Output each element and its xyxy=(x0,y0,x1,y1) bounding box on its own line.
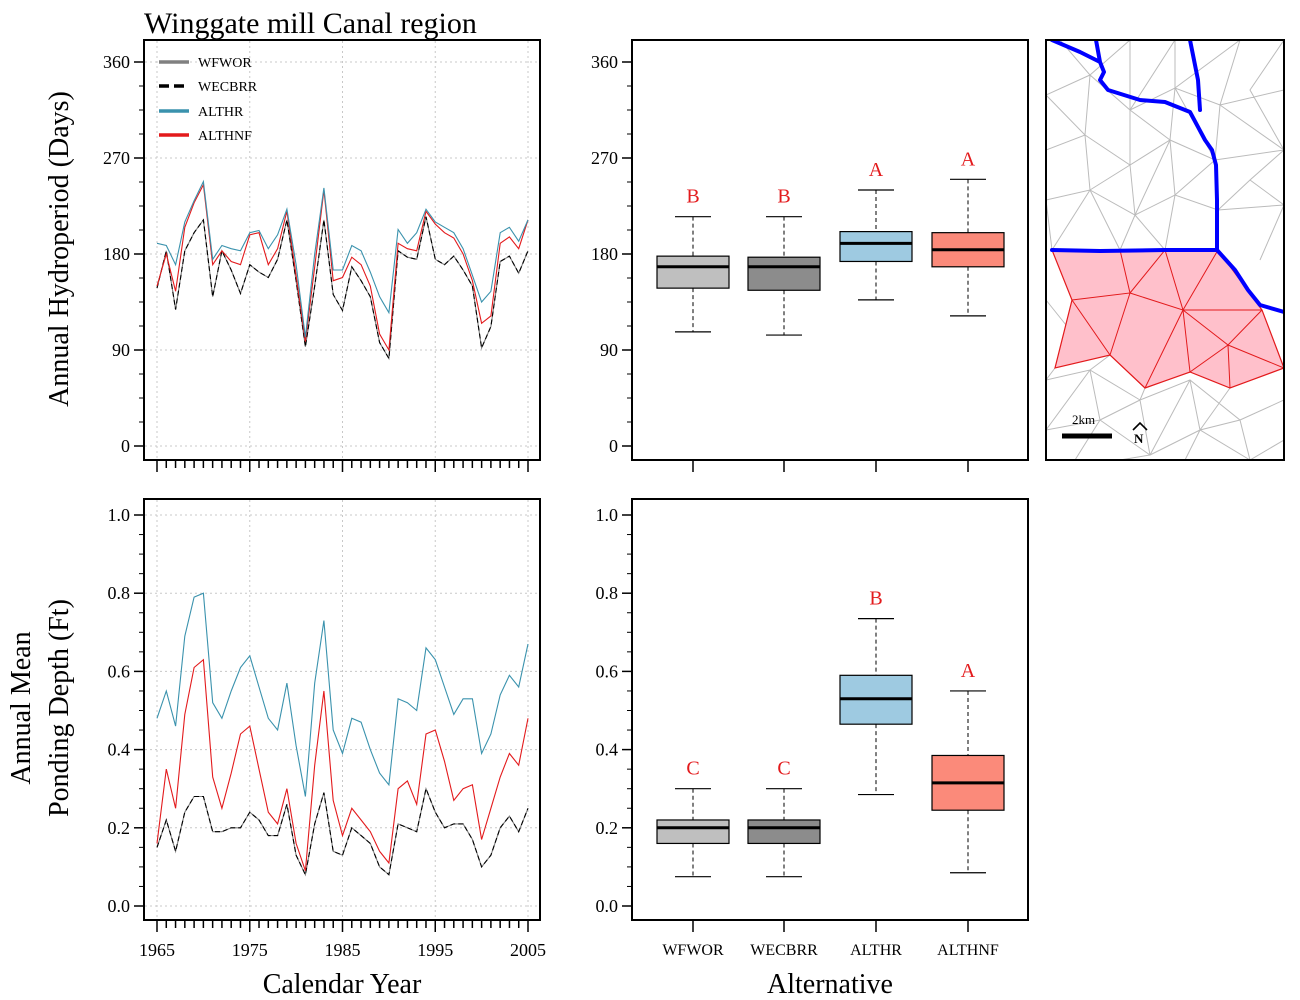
hydro-ts-series-althr xyxy=(156,179,529,338)
pond-box-y-tick-label: 1.0 xyxy=(596,505,619,525)
ponding-depth-timeseries-panel: 0.0 0.2 0.4 0.6 0.8 1.0 1965 1975 1985 1995 2005 xyxy=(108,498,546,960)
hydro-ts-series-wecbrr xyxy=(156,216,529,361)
hydro-box-group-letter-althr: A xyxy=(869,159,884,181)
hydroperiod-boxplot-panel: B B A A 0 90 180 270 360 xyxy=(591,39,1029,472)
pond-ts-x-tick-label: 1965 xyxy=(139,940,175,960)
map-canal-network xyxy=(1050,40,1284,314)
pond-box-box-wfwor xyxy=(656,819,730,845)
hydro-ts-gridlines xyxy=(145,41,539,459)
hydro-box-frame xyxy=(631,39,1029,461)
hydro-box-group-letter-althnf: A xyxy=(961,148,976,170)
legend-label-wfwor: WFWOR xyxy=(198,56,252,71)
hydroperiod-timeseries-panel: 0 90 180 270 360 xyxy=(103,39,541,472)
map-frame xyxy=(1045,39,1285,461)
pond-box-category-label-wfwor: WFWOR xyxy=(662,942,724,959)
pond-box-category-label-althr: ALTHR xyxy=(850,942,902,959)
pond-ts-gridlines xyxy=(145,500,539,919)
legend-label-althr: ALTHR xyxy=(198,105,244,120)
hydro-ts-y-tick-label: 360 xyxy=(103,52,130,72)
pond-ts-y-tick-label: 0.2 xyxy=(108,818,131,838)
hydro-box-box-althr xyxy=(839,231,913,263)
hydro-box-y-tick-label: 360 xyxy=(591,52,618,72)
hydro-ts-y-tick-label: 180 xyxy=(103,244,130,264)
hydro-ts-y-tick-label: 90 xyxy=(112,340,130,360)
figure-title: Winggate mill Canal region xyxy=(144,7,477,40)
pond-ts-y-tick-label: 0.8 xyxy=(108,583,131,603)
pond-ts-x-tick-label: 2005 xyxy=(510,940,546,960)
pond-box-box-wecbrr xyxy=(747,819,821,845)
map-study-region xyxy=(1051,249,1284,389)
pond-box-group-letter-wfwor: C xyxy=(686,758,699,780)
pond-ts-series-althr xyxy=(156,592,529,797)
hydro-box-y-tick-label: 270 xyxy=(591,148,618,168)
pond-box-group-letter-althr: B xyxy=(869,588,882,610)
pond-ts-series-althnf xyxy=(156,658,529,871)
pond-ts-y-tick-label: 0.0 xyxy=(108,896,131,916)
ponding-depth-boxplot-panel: C WFWOR C WECBRR B ALTHR A ALTHNF 0.0 0.2 0.4 0.6 0.… xyxy=(596,498,1029,959)
pond-ts-x-tick-label: 1975 xyxy=(232,940,268,960)
ponding-y-axis-title-line2: Ponding Depth (Ft) xyxy=(44,599,75,817)
ponding-y-axis-title-line1: Annual Mean xyxy=(6,631,37,784)
pond-box-category-label-althnf: ALTHNF xyxy=(937,942,999,959)
map-scale-label: 2km xyxy=(1072,412,1095,427)
north-arrow-icon: N xyxy=(1132,421,1148,446)
alternative-axis-title: Alternative xyxy=(767,969,893,1000)
legend: WFWOR WECBRR ALTHR ALTHNF xyxy=(159,56,258,144)
hydro-box-y-tick-label: 180 xyxy=(591,244,618,264)
hydro-box-box-wecbrr xyxy=(747,256,821,291)
pond-ts-y-tick-label: 1.0 xyxy=(108,505,131,525)
pond-ts-y-tick-label: 0.4 xyxy=(108,740,131,760)
pond-box-y-tick-label: 0.8 xyxy=(596,583,619,603)
pond-box-y-tick-label: 0.6 xyxy=(596,661,619,681)
pond-ts-series-wecbrr xyxy=(156,786,529,877)
pond-box-frame xyxy=(631,498,1029,921)
hydro-ts-series-althnf xyxy=(156,182,529,352)
location-map-panel: 2km N xyxy=(1045,39,1285,461)
hydro-ts-y-tick-label: 0 xyxy=(121,436,130,456)
pond-ts-x-tick-label: 1995 xyxy=(417,940,453,960)
hydro-ts-y-tick-label: 270 xyxy=(103,148,130,168)
pond-box-y-tick-label: 0.2 xyxy=(596,818,619,838)
map-region-triangles xyxy=(1071,248,1284,389)
hydro-box-y-tick-label: 90 xyxy=(600,340,618,360)
hydro-box-group-letter-wecbrr: B xyxy=(777,186,790,208)
pond-box-group-letter-wecbrr: C xyxy=(777,758,790,780)
hydro-box-group-letter-wfwor: B xyxy=(686,186,699,208)
pond-ts-y-tick-label: 0.6 xyxy=(108,661,131,681)
pond-box-y-tick-label: 0.0 xyxy=(596,896,619,916)
pond-box-y-tick-label: 0.4 xyxy=(596,740,619,760)
pond-box-group-letter-althnf: A xyxy=(961,660,976,682)
hydroperiod-y-axis-title: Annual Hydroperiod (Days) xyxy=(44,91,75,407)
pond-ts-x-tick-label: 1985 xyxy=(325,940,361,960)
calendar-year-axis-title: Calendar Year xyxy=(263,969,422,1000)
hydro-box-y-tick-label: 0 xyxy=(609,436,618,456)
legend-label-wecbrr: WECBRR xyxy=(198,80,258,95)
north-label: N xyxy=(1134,431,1144,446)
pond-box-category-label-wecbrr: WECBRR xyxy=(750,942,818,959)
legend-label-althnf: ALTHNF xyxy=(198,129,252,144)
hydro-box-box-wfwor xyxy=(656,255,730,289)
